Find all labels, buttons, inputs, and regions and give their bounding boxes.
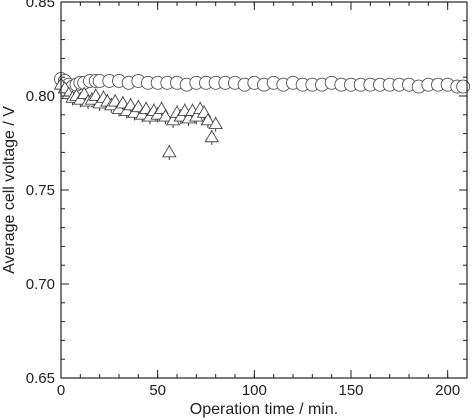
triangle-data-point bbox=[204, 129, 220, 143]
tick-labels: 0 50 100 150 200 0.65 0.70 0.75 0.80 0.85 bbox=[26, 0, 460, 399]
y-tick-label: 0.65 bbox=[26, 370, 55, 387]
x-tick-label: 0 bbox=[57, 382, 65, 399]
y-axis-title: Average cell voltage / V bbox=[1, 106, 18, 274]
x-tick-label: 200 bbox=[435, 382, 460, 399]
y-tick-label: 0.70 bbox=[26, 276, 55, 293]
triangle-data-point bbox=[208, 116, 223, 130]
y-tick-label: 0.80 bbox=[26, 88, 55, 105]
triangle-data-point bbox=[158, 109, 173, 122]
triangle-data-point bbox=[161, 144, 177, 158]
y-tick-label: 0.85 bbox=[26, 0, 55, 11]
data-points bbox=[53, 72, 471, 158]
x-tick-label: 100 bbox=[242, 382, 267, 399]
x-axis-title: Operation time / min. bbox=[190, 401, 339, 418]
plot-frame bbox=[60, 1, 468, 379]
x-tick-label: 150 bbox=[338, 382, 363, 399]
x-tick-label: 50 bbox=[149, 382, 166, 399]
triangle-data-point bbox=[200, 112, 216, 126]
y-tick-label: 0.75 bbox=[26, 182, 55, 199]
circle-data-point bbox=[456, 79, 471, 94]
axis-ticks bbox=[60, 1, 468, 379]
